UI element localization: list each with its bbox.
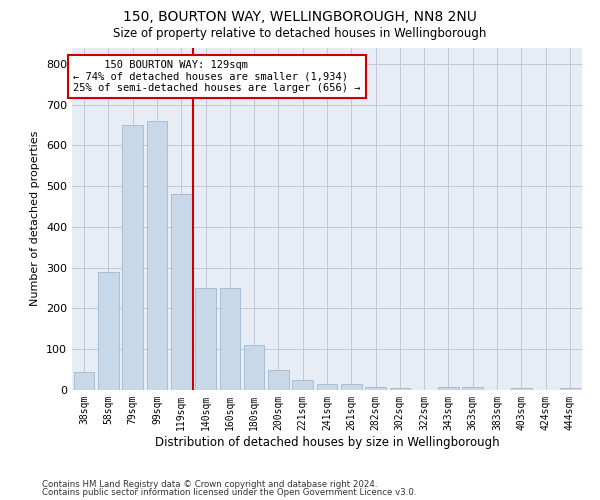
Bar: [560, 388, 580, 390]
Text: Size of property relative to detached houses in Wellingborough: Size of property relative to detached ho…: [113, 28, 487, 40]
Bar: [511, 388, 532, 390]
Text: Contains HM Land Registry data © Crown copyright and database right 2024.: Contains HM Land Registry data © Crown c…: [42, 480, 377, 489]
Bar: [268, 370, 289, 390]
Bar: [341, 384, 362, 390]
Bar: [292, 380, 313, 390]
Bar: [98, 272, 119, 390]
Bar: [389, 388, 410, 390]
Bar: [365, 386, 386, 390]
Bar: [74, 372, 94, 390]
Bar: [122, 125, 143, 390]
Bar: [195, 288, 216, 390]
Y-axis label: Number of detached properties: Number of detached properties: [31, 131, 40, 306]
Bar: [146, 121, 167, 390]
Bar: [244, 345, 265, 390]
Text: 150, BOURTON WAY, WELLINGBOROUGH, NN8 2NU: 150, BOURTON WAY, WELLINGBOROUGH, NN8 2N…: [123, 10, 477, 24]
Bar: [317, 384, 337, 390]
Bar: [171, 194, 191, 390]
X-axis label: Distribution of detached houses by size in Wellingborough: Distribution of detached houses by size …: [155, 436, 499, 448]
Bar: [463, 386, 483, 390]
Text: 150 BOURTON WAY: 129sqm
← 74% of detached houses are smaller (1,934)
25% of semi: 150 BOURTON WAY: 129sqm ← 74% of detache…: [73, 60, 361, 93]
Bar: [220, 288, 240, 390]
Bar: [438, 386, 459, 390]
Text: Contains public sector information licensed under the Open Government Licence v3: Contains public sector information licen…: [42, 488, 416, 497]
